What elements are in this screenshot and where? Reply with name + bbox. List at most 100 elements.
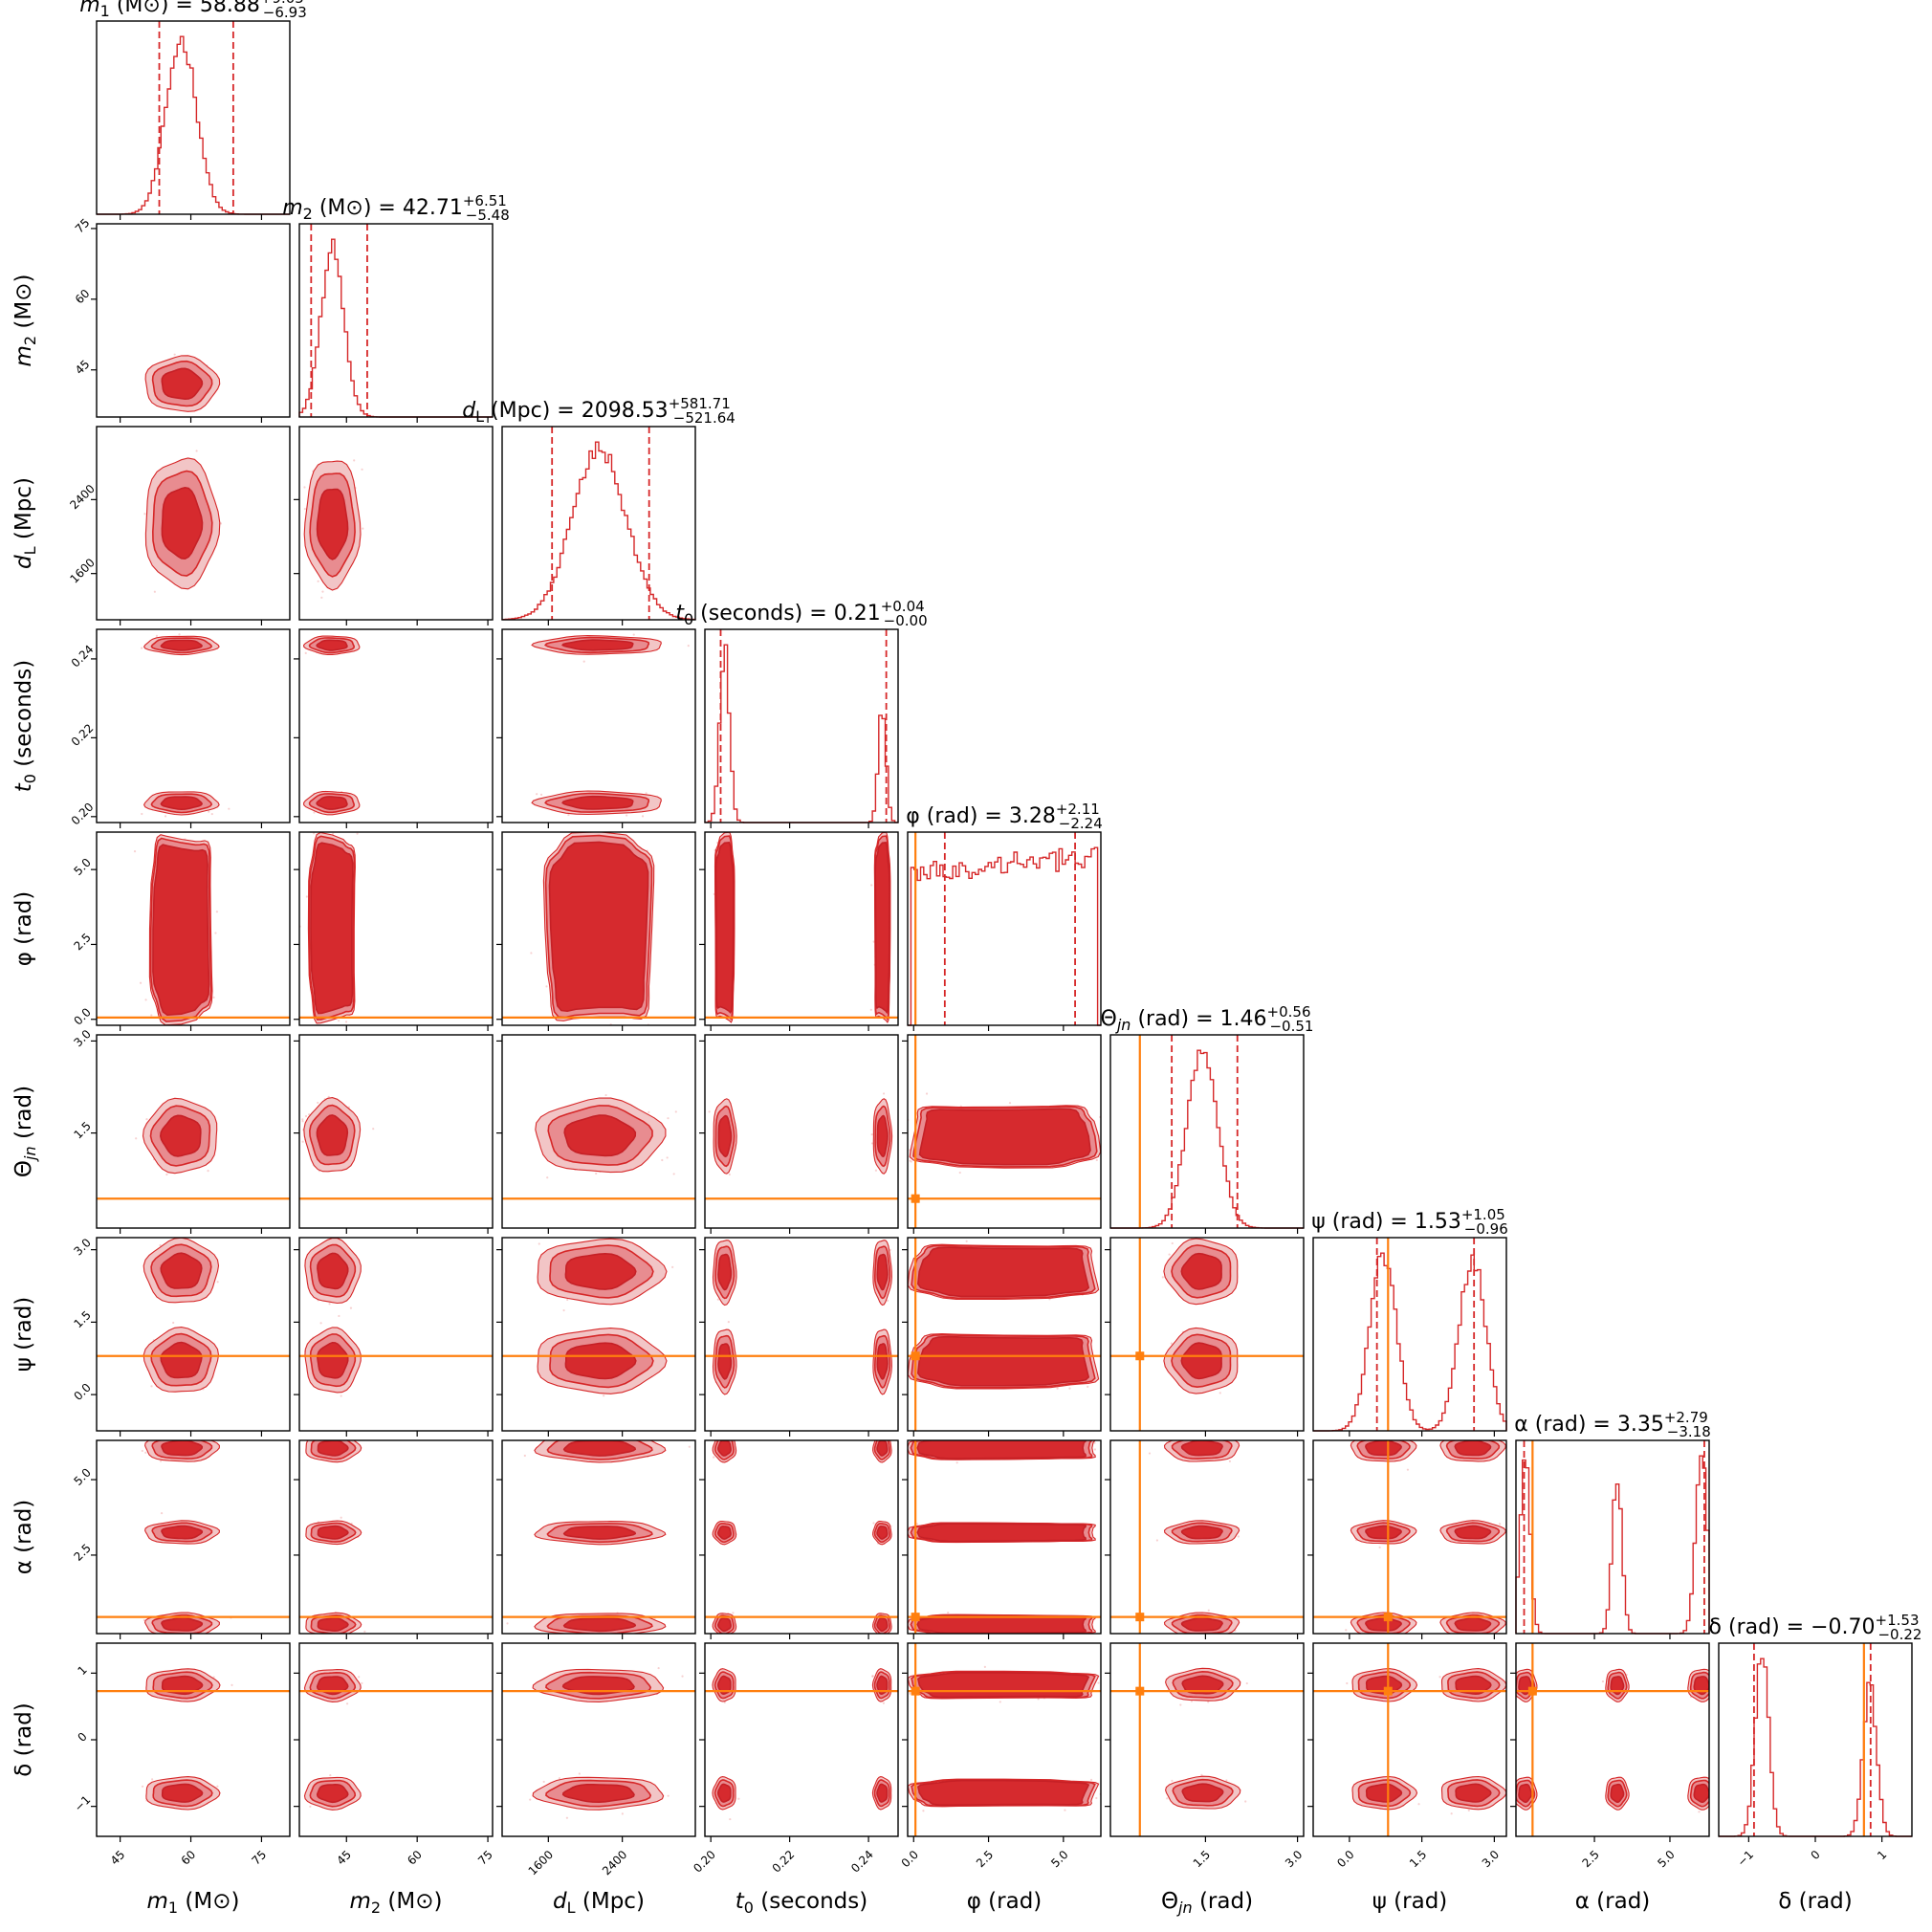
panel-delta-delta: −1 0 1	[1718, 1642, 1913, 1869]
contour-c3	[563, 1114, 637, 1157]
panel-m2-m1: 45 60 75	[73, 216, 291, 423]
panel-psi-theta	[1105, 1237, 1305, 1437]
contour-c3	[1610, 1676, 1625, 1696]
panel-frame	[298, 223, 494, 418]
x-tick-label-t0: 0.24	[848, 1848, 876, 1876]
contour-c3	[916, 1440, 1087, 1460]
x-tick-label-m2: 45	[334, 1848, 354, 1868]
x-axis-label-dL: dL (Mpc)	[553, 1889, 645, 1917]
contour-c3	[1181, 1783, 1224, 1803]
contour-c3	[310, 842, 354, 1015]
contour-c3	[160, 1341, 203, 1379]
contour-c3	[1455, 1783, 1492, 1803]
contour-c3	[317, 1617, 349, 1633]
panel-theta-phi	[902, 1034, 1102, 1234]
contour-c3	[1365, 1525, 1402, 1540]
contour-c3	[876, 1783, 889, 1803]
panel-m2-m2	[298, 223, 494, 423]
x-tick-label-t0: 0.22	[770, 1848, 798, 1876]
panel-frame	[96, 1439, 291, 1635]
y-tick-label-psi: 0.0	[71, 1381, 93, 1403]
contour-c3	[161, 1783, 204, 1803]
title-alpha: α (rad) = 3.35+2.79 −3.18	[1514, 1409, 1711, 1440]
panel-theta-m1: 1.5 3.0	[71, 1027, 291, 1234]
x-tick-label-m1: 75	[250, 1848, 270, 1868]
panel-alpha-t0	[699, 1439, 899, 1639]
panel-frame	[704, 1642, 899, 1837]
x-axis-label-delta: δ (rad)	[1778, 1889, 1853, 1914]
histogram-t0	[704, 644, 899, 823]
x-axis-label-theta: Θjn (rad)	[1161, 1889, 1253, 1917]
contour-c3	[876, 1114, 889, 1158]
truth-point	[1135, 1613, 1145, 1622]
x-tick-label-dL: 2400	[600, 1848, 629, 1877]
x-axis-label-alpha: α (rad)	[1575, 1889, 1651, 1914]
panel-alpha-m1: 2.5 5.0	[71, 1439, 291, 1639]
contour-c3	[160, 1252, 203, 1289]
contour-c3	[1518, 1783, 1532, 1803]
panel-frame	[501, 1034, 696, 1229]
title-dL: dL (Mpc) = 2098.53+581.71 −521.64	[462, 395, 735, 427]
panel-t0-dL	[496, 628, 696, 828]
panel-frame	[1109, 1439, 1305, 1635]
truth-point	[911, 1351, 920, 1361]
panel-frame	[907, 1439, 1102, 1635]
panel-alpha-m2	[294, 1439, 494, 1639]
panel-frame	[501, 1237, 696, 1432]
panel-frame	[96, 426, 291, 621]
panel-t0-t0	[704, 628, 899, 828]
y-tick-label-delta: −1	[72, 1793, 93, 1814]
title-theta: Θjn (rad) = 1.46+0.56 −0.51	[1101, 1003, 1314, 1035]
panel-psi-m1: 0.0 1.5 3.0	[71, 1236, 291, 1437]
contour-c3	[317, 1525, 349, 1540]
y-tick-label-phi: 5.0	[71, 856, 93, 878]
contour-c3	[717, 1526, 732, 1540]
histogram-psi	[1313, 1252, 1507, 1432]
panel-m1-m1	[96, 20, 291, 220]
contour-c3	[561, 795, 634, 810]
y-axis-label-psi: ψ (rad)	[11, 1297, 36, 1372]
truth-point	[1135, 1351, 1145, 1361]
contour-c3	[548, 841, 649, 1013]
x-tick-label-m1: 45	[108, 1848, 128, 1868]
contour-c3	[317, 1341, 349, 1379]
panel-frame	[704, 1439, 899, 1635]
title-delta: δ (rad) = −0.70+1.53 −0.22	[1709, 1612, 1922, 1643]
contour-c3	[1365, 1616, 1402, 1632]
panel-t0-m1: 0.20 0.22 0.24	[69, 628, 291, 828]
panel-theta-dL	[496, 1034, 696, 1234]
contour-c3	[161, 1617, 204, 1632]
panel-frame	[1515, 1439, 1710, 1635]
y-tick-label-m2: 45	[73, 358, 93, 378]
contour-c3	[717, 1253, 733, 1291]
x-tick-label-m2: 60	[405, 1848, 425, 1868]
histogram-phi	[908, 846, 1101, 1026]
contour-c3	[1455, 1675, 1492, 1696]
title-psi: ψ (rad) = 1.53+1.05 −0.96	[1311, 1206, 1508, 1238]
y-tick-label-delta: 1	[76, 1663, 90, 1678]
contour-c3	[316, 639, 348, 651]
x-tick-label-psi: 0.0	[1334, 1848, 1356, 1870]
panel-frame	[704, 1034, 899, 1229]
x-tick-label-psi: 3.0	[1480, 1848, 1502, 1870]
panel-phi-m1: 0.0 2.5 5.0	[71, 831, 291, 1031]
panel-frame	[1312, 1237, 1507, 1432]
panel-alpha-psi	[1307, 1439, 1507, 1639]
panel-delta-psi: 0.0 1.5 3.0	[1307, 1642, 1507, 1870]
contour-c3	[1365, 1783, 1403, 1803]
panel-frame	[501, 426, 696, 621]
y-axis-label-t0: t0 (seconds)	[11, 660, 39, 793]
contour-c3	[564, 1342, 637, 1380]
x-axis-label-m2: m2 (M⊙)	[350, 1889, 443, 1917]
panel-delta-m1: 45 60 75 −1 0 1	[72, 1642, 291, 1868]
panel-frame	[96, 223, 291, 418]
contour-c3	[316, 488, 349, 560]
panel-delta-m2: 45 60 75	[294, 1642, 495, 1868]
y-tick-label-t0: 0.20	[69, 801, 97, 828]
panel-delta-t0: 0.20 0.22 0.24	[691, 1642, 899, 1876]
y-tick-label-t0: 0.22	[69, 721, 97, 749]
y-tick-label-phi: 2.5	[71, 931, 93, 953]
truth-point	[911, 1686, 920, 1696]
x-axis-label-psi: ψ (rad)	[1372, 1889, 1448, 1914]
panel-delta-alpha: 2.5 5.0	[1510, 1642, 1710, 1870]
